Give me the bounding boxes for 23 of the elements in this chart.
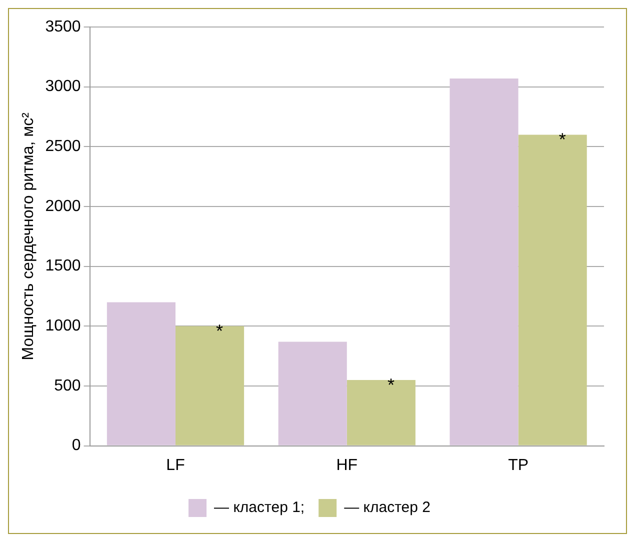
y-tick-label: 3000 — [45, 78, 81, 96]
bar — [278, 342, 347, 446]
y-tick-label: 500 — [54, 377, 81, 394]
bar — [346, 380, 416, 446]
bar — [175, 326, 244, 446]
x-tick-label: LF — [166, 456, 186, 474]
y-tick-label: 2500 — [45, 138, 81, 156]
bar — [518, 134, 587, 446]
y-tick-label: 1000 — [45, 318, 81, 335]
y-tick-label: 0 — [72, 437, 81, 454]
y-tick-label: 2000 — [45, 198, 81, 215]
annotation: * — [387, 374, 394, 395]
x-tick-label: TP — [508, 456, 529, 474]
annotation: * — [216, 321, 224, 342]
legend-label: — кластер 1; — [214, 499, 305, 516]
y-tick-label: 1500 — [45, 258, 81, 275]
annotation: * — [558, 130, 566, 150]
bar — [106, 302, 176, 446]
bar — [450, 78, 518, 446]
x-tick-label: HF — [336, 456, 358, 474]
legend-label: — кластер 2 — [344, 499, 430, 516]
y-axis-title: Мощность сердечного ритма, мс² — [20, 112, 38, 360]
y-tick-label: 3500 — [45, 18, 81, 36]
